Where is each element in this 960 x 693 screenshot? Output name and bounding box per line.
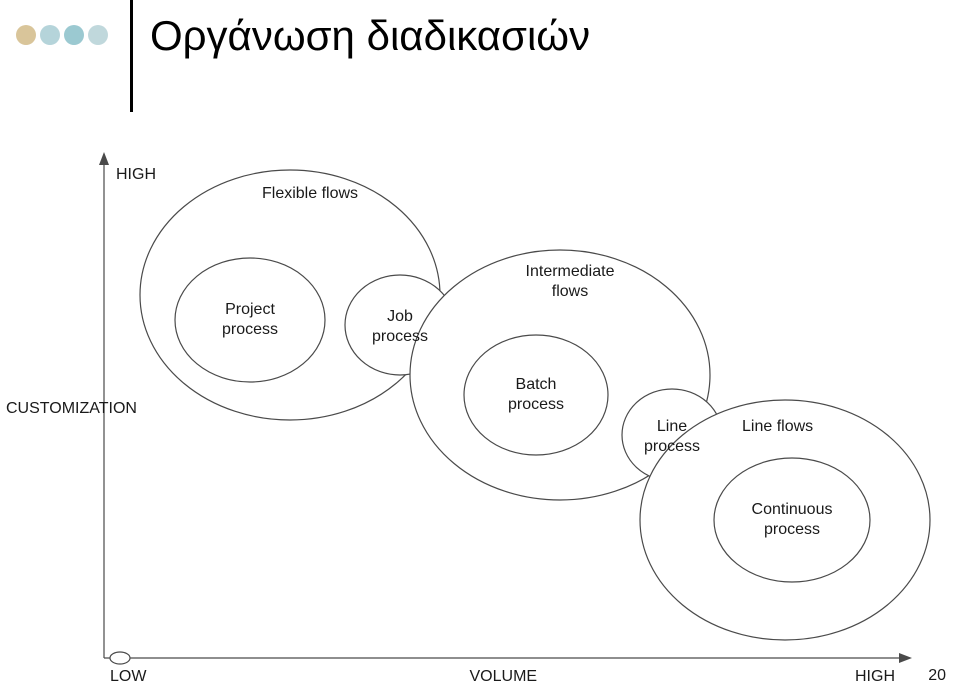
page-number: 20 [928,667,946,685]
job-process-label: Jobprocess [340,307,460,347]
flexible-flows-label: Flexible flows [210,184,410,204]
batch-process-label: Batchprocess [466,375,606,415]
x-axis-volume-label: VOLUME [470,668,538,686]
line-flows-label: Line flows [742,417,862,437]
x-axis-low-tick [110,652,130,664]
x-axis-low-label: LOW [110,668,146,686]
y-axis-high-label: HIGH [116,166,156,184]
y-axis-arrow [99,152,109,165]
line-process-label: Lineprocess [612,417,732,457]
y-axis-customization-label: CUSTOMIZATION [0,400,146,418]
project-process-label: Projectprocess [180,300,320,340]
intermediate-flows-label: Intermediateflows [470,262,670,302]
x-axis-arrow [899,653,912,663]
continuous-process-label: Continuousprocess [712,500,872,540]
process-diagram [0,0,960,693]
x-axis-high-label: HIGH [855,668,895,686]
